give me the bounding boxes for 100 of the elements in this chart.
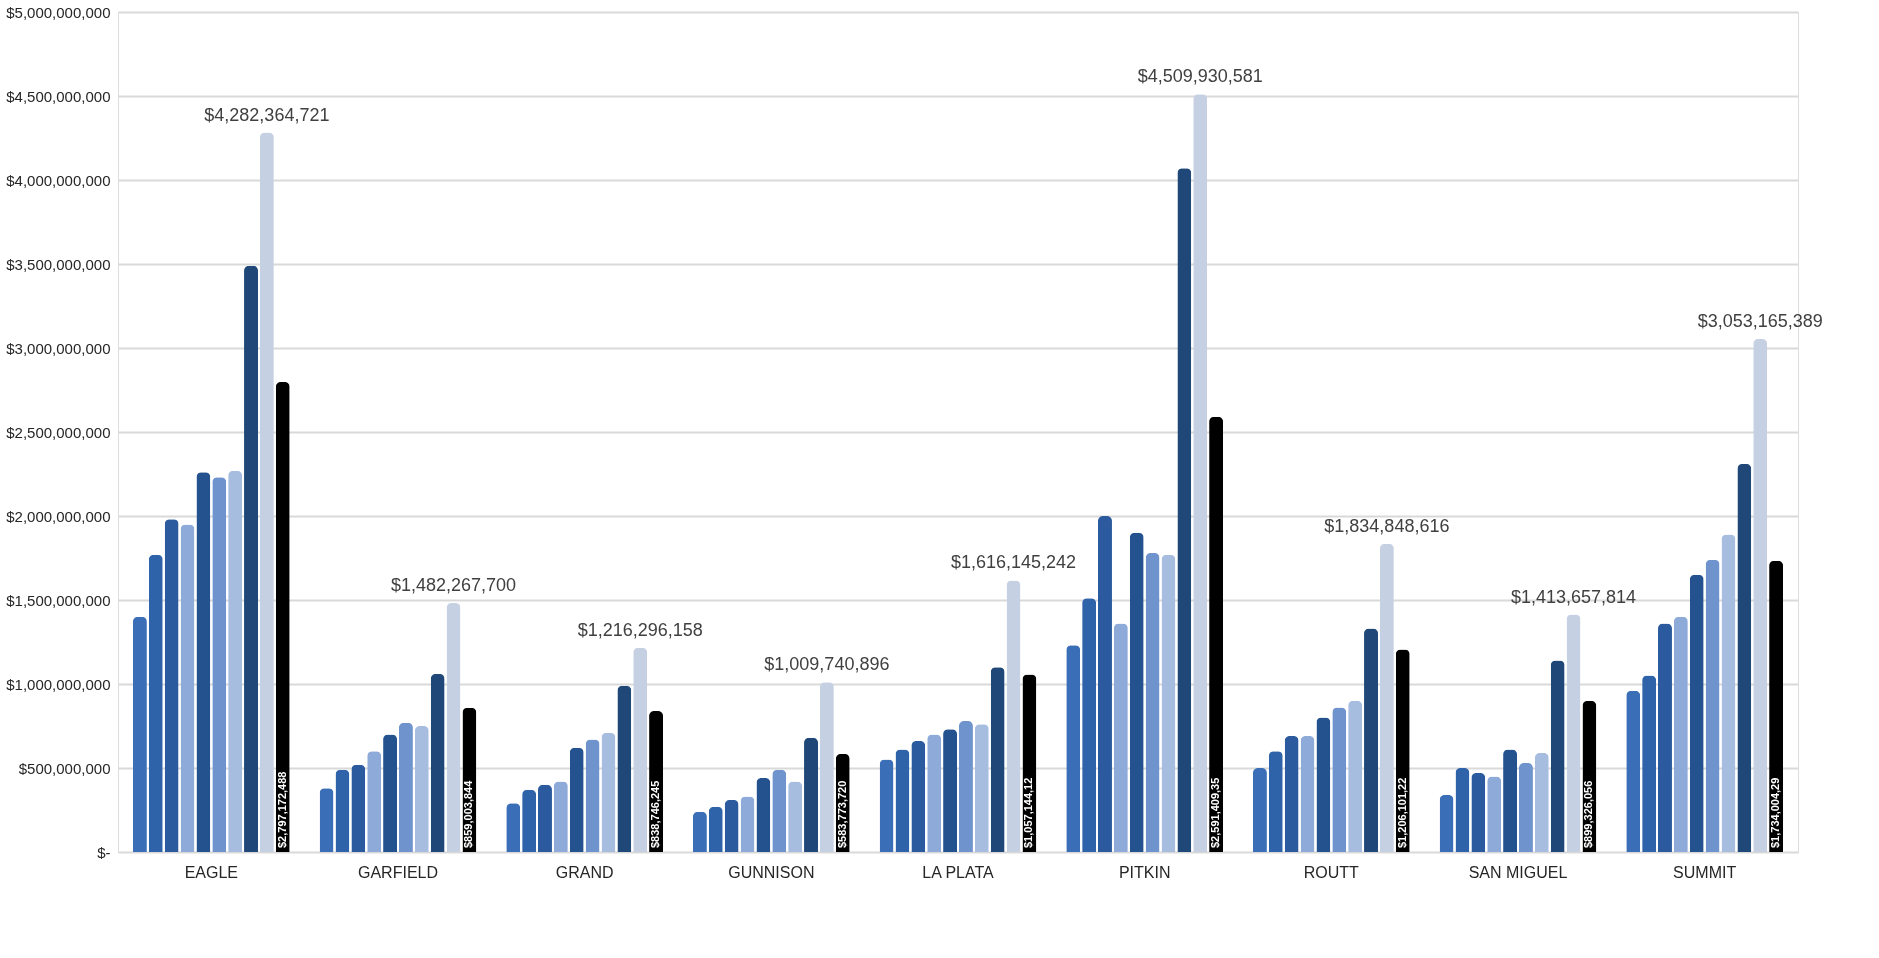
bar xyxy=(601,732,616,852)
x-tick-label: SUMMIT xyxy=(1673,863,1737,881)
y-tick-label: $3,000,000,000 xyxy=(6,339,111,357)
bar xyxy=(1518,762,1533,852)
bar xyxy=(1268,751,1283,852)
bar xyxy=(414,726,429,852)
bar xyxy=(212,477,227,852)
bar xyxy=(180,524,195,852)
bar xyxy=(522,789,537,852)
bar xyxy=(1113,623,1128,852)
bar xyxy=(633,647,648,852)
x-tick-label: PITKIN xyxy=(1118,863,1171,881)
bar xyxy=(974,724,989,852)
data-label: $838,746,245 xyxy=(649,780,662,848)
bar xyxy=(1252,768,1267,852)
bar xyxy=(1284,736,1299,852)
bar xyxy=(1550,660,1565,852)
data-label: $1,482,267,700 xyxy=(390,574,517,595)
bar xyxy=(1439,794,1454,852)
bar xyxy=(943,729,958,852)
x-tick-label: LA PLATA xyxy=(922,863,995,881)
data-label: $899,326,056 xyxy=(1582,780,1595,848)
bar xyxy=(772,769,787,852)
bar xyxy=(1689,574,1704,852)
bar xyxy=(1129,532,1144,852)
data-label: $3,053,165,389 xyxy=(1697,311,1823,332)
y-tick-label: $3,500,000,000 xyxy=(6,255,111,273)
bar xyxy=(1193,94,1208,852)
bar xyxy=(724,799,739,852)
bar xyxy=(430,673,445,852)
bar xyxy=(1753,339,1768,852)
bar xyxy=(1673,616,1688,852)
y-tick-label: $- xyxy=(97,843,111,861)
bar xyxy=(911,741,926,852)
bar xyxy=(569,747,584,852)
y-tick-label: $2,000,000,000 xyxy=(6,507,111,525)
bar xyxy=(1300,736,1315,852)
data-label: $1,413,657,814 xyxy=(1510,586,1637,607)
data-label: $2,591,409,35 xyxy=(1209,777,1222,848)
bar xyxy=(740,796,755,852)
x-tick-label: GARFIELD xyxy=(357,863,439,881)
bar xyxy=(228,470,243,852)
y-tick-label: $4,000,000,000 xyxy=(6,171,111,189)
bar xyxy=(1471,773,1486,852)
bar xyxy=(1082,598,1097,852)
data-label: $4,282,364,721 xyxy=(204,104,330,125)
bar xyxy=(1379,543,1394,852)
bar xyxy=(553,781,568,852)
bar xyxy=(132,616,147,852)
data-label: $1,834,848,616 xyxy=(1324,515,1450,536)
bar xyxy=(585,739,600,852)
bar xyxy=(692,811,707,852)
bar xyxy=(1503,749,1518,852)
bar xyxy=(1534,752,1549,852)
y-tick-label: $1,000,000,000 xyxy=(6,675,111,693)
bar xyxy=(708,806,723,852)
bar xyxy=(351,764,366,852)
bar xyxy=(383,734,398,852)
bar xyxy=(1487,776,1502,852)
bar xyxy=(1145,552,1160,852)
x-tick-label: SAN MIGUEL xyxy=(1468,863,1568,881)
bar xyxy=(446,602,461,852)
data-label: $859,003,844 xyxy=(462,779,475,848)
data-label: $4,509,930,581 xyxy=(1137,66,1263,87)
data-label: $2,797,172,488 xyxy=(275,771,288,848)
data-label: $1,009,740,896 xyxy=(764,654,890,675)
bar xyxy=(259,132,274,852)
bar xyxy=(1455,768,1470,852)
bar xyxy=(1316,717,1331,852)
bar xyxy=(617,685,632,852)
bar xyxy=(506,803,521,852)
y-tick-label: $5,000,000,000 xyxy=(6,3,111,21)
bar xyxy=(1066,645,1081,852)
data-label: $583,773,720 xyxy=(835,780,848,848)
bar xyxy=(1332,707,1347,852)
bar xyxy=(1177,168,1192,852)
bar xyxy=(398,722,413,852)
data-label: $1,616,145,242 xyxy=(950,552,1077,573)
y-tick-label: $2,500,000,000 xyxy=(6,423,111,441)
bar xyxy=(1348,700,1363,852)
bar xyxy=(1737,463,1752,852)
x-tick-label: GRAND xyxy=(555,863,614,881)
bar xyxy=(895,749,910,852)
bar xyxy=(1626,690,1641,852)
y-tick-label: $500,000,000 xyxy=(18,759,111,777)
bar xyxy=(164,519,179,852)
bar xyxy=(1721,534,1736,852)
data-label: $1,216,296,158 xyxy=(577,619,703,640)
bar xyxy=(148,554,163,852)
bar xyxy=(1705,559,1720,852)
bar xyxy=(319,788,334,852)
data-label: $1,206,101,22 xyxy=(1395,777,1408,848)
bar xyxy=(756,778,771,852)
bar xyxy=(367,751,382,852)
bar xyxy=(819,682,834,852)
bar xyxy=(788,781,803,852)
bar xyxy=(1006,580,1021,852)
bar xyxy=(958,720,973,852)
y-tick-label: $4,500,000,000 xyxy=(6,87,111,105)
bar xyxy=(990,667,1005,852)
